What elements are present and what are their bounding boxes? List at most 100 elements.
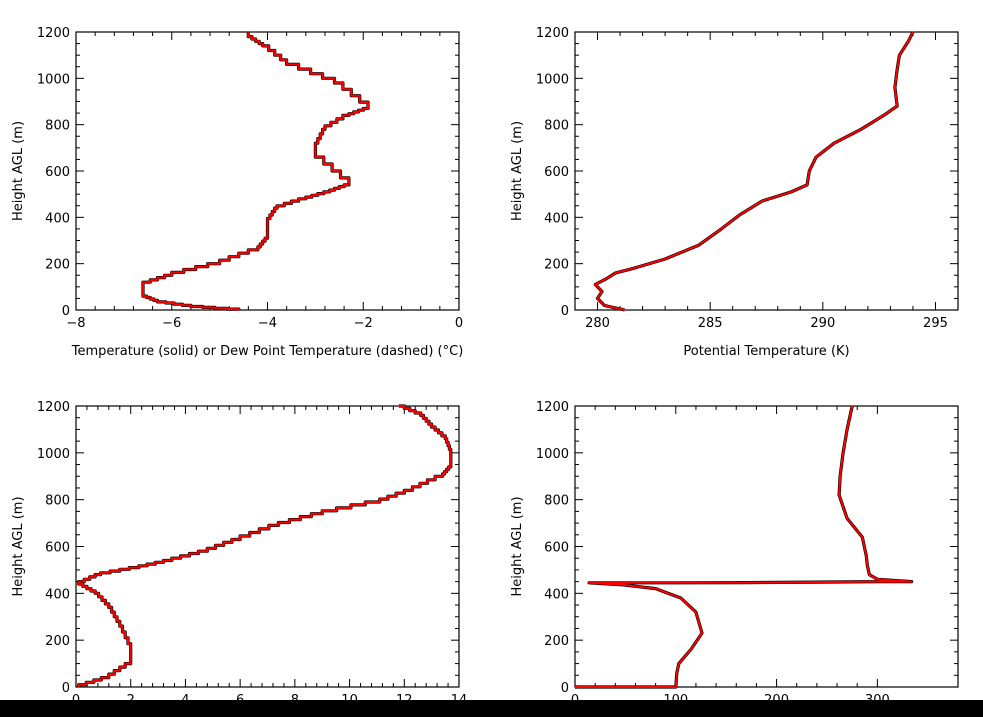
y-tick-label: 1200 [536, 400, 569, 415]
plot-frame [75, 31, 460, 311]
y-tick-label: 800 [544, 494, 569, 509]
x-tick-label: −6 [162, 316, 181, 331]
data-point [367, 107, 369, 110]
y-tick-label: 200 [45, 258, 70, 273]
data-point [239, 538, 241, 541]
x-tick-label: 290 [810, 316, 835, 331]
data-point [129, 648, 132, 651]
data-point [170, 274, 173, 277]
data-point [324, 128, 326, 131]
y-axis-title: Height AGL (m) [510, 496, 525, 596]
data-point [842, 452, 844, 454]
data-point [118, 625, 121, 627]
data-point [690, 648, 692, 651]
y-tick-label: 400 [45, 211, 70, 226]
data-point [574, 686, 576, 688]
data-point [654, 587, 657, 590]
y-tick-label: 1200 [37, 400, 70, 415]
data-point [876, 578, 879, 581]
data-point [833, 142, 835, 144]
data-point [698, 244, 700, 246]
data-point [449, 452, 452, 454]
data-point [846, 428, 848, 431]
data-point [678, 662, 680, 665]
y-tick-label: 0 [561, 681, 569, 696]
plot-frame [574, 405, 959, 688]
y-tick-label: 1200 [536, 26, 569, 41]
data-point [108, 676, 110, 679]
data-point [808, 170, 811, 172]
data-point [806, 184, 808, 186]
y-tick-label: 1000 [536, 72, 569, 87]
data-point [907, 40, 910, 43]
data-point [129, 662, 132, 665]
data-point [622, 584, 625, 586]
data-point [815, 156, 817, 158]
data-point [411, 489, 414, 492]
data-point [745, 581, 748, 584]
data-point [257, 248, 259, 251]
x-tick-label: 295 [923, 316, 948, 331]
data-point [276, 207, 278, 209]
trace-outline [593, 31, 915, 312]
data-point [94, 592, 96, 595]
data-point [348, 184, 350, 186]
data-point [632, 267, 635, 270]
data-point [614, 272, 617, 274]
data-point [896, 105, 898, 107]
trace-outline [575, 405, 914, 689]
data-point [441, 475, 444, 478]
data-point [680, 597, 682, 599]
data-point [138, 566, 140, 569]
data-point [720, 228, 723, 230]
data-point [277, 524, 280, 527]
data-point [894, 86, 896, 89]
data-point [860, 128, 862, 131]
data-point [206, 550, 209, 552]
data-point [790, 191, 793, 193]
y-tick-label: 800 [45, 119, 70, 134]
y-tick-label: 600 [45, 541, 70, 556]
data-point [398, 405, 400, 407]
data-point [882, 114, 885, 117]
data-point [674, 581, 677, 584]
x-axis-title: Potential Temperature (K) [683, 344, 849, 359]
y-tick-label: 600 [544, 165, 569, 180]
data-point [333, 82, 336, 84]
data-point [156, 301, 159, 303]
x-axis-title: Temperature (solid) or Dew Point Tempera… [71, 344, 464, 359]
data-point [594, 283, 597, 286]
x-tick-label: 0 [455, 316, 463, 331]
data-point [695, 611, 697, 613]
y-tick-label: 0 [62, 304, 70, 319]
y-tick-label: 200 [45, 634, 70, 649]
data-point [605, 277, 608, 280]
y-tick-label: 1000 [536, 447, 569, 462]
data-point [868, 573, 871, 576]
data-point [108, 606, 110, 609]
data-point [99, 573, 102, 576]
data-point [321, 512, 324, 515]
data-point [247, 31, 250, 33]
data-point [866, 564, 869, 567]
x-tick-label: −8 [66, 316, 85, 331]
data-point [170, 559, 173, 562]
panel-lower-right: 0100200300020040060080010001200Height AG… [510, 400, 959, 708]
data-point [314, 147, 317, 149]
data-point [266, 221, 269, 223]
y-axis-title: Height AGL (m) [11, 121, 26, 221]
y-tick-label: 0 [561, 304, 569, 319]
data-point [601, 290, 603, 293]
y-tick-label: 400 [544, 587, 569, 602]
panel-lower-left: 02468101214020040060080010001200Height A… [11, 400, 467, 708]
data-point [77, 686, 80, 688]
data-point [247, 35, 250, 38]
y-axis-title: Height AGL (m) [510, 121, 525, 221]
data-point [419, 414, 422, 417]
panel-temperature: −8 −6 −4 −2 0 0 200 400 600 800 1000 1200 Temperatur… [11, 26, 463, 359]
y-tick-label: 600 [544, 541, 569, 556]
y-tick-label: 1000 [37, 72, 70, 87]
bottom-band [0, 700, 983, 717]
data-point [603, 304, 606, 307]
data-point [701, 632, 703, 634]
